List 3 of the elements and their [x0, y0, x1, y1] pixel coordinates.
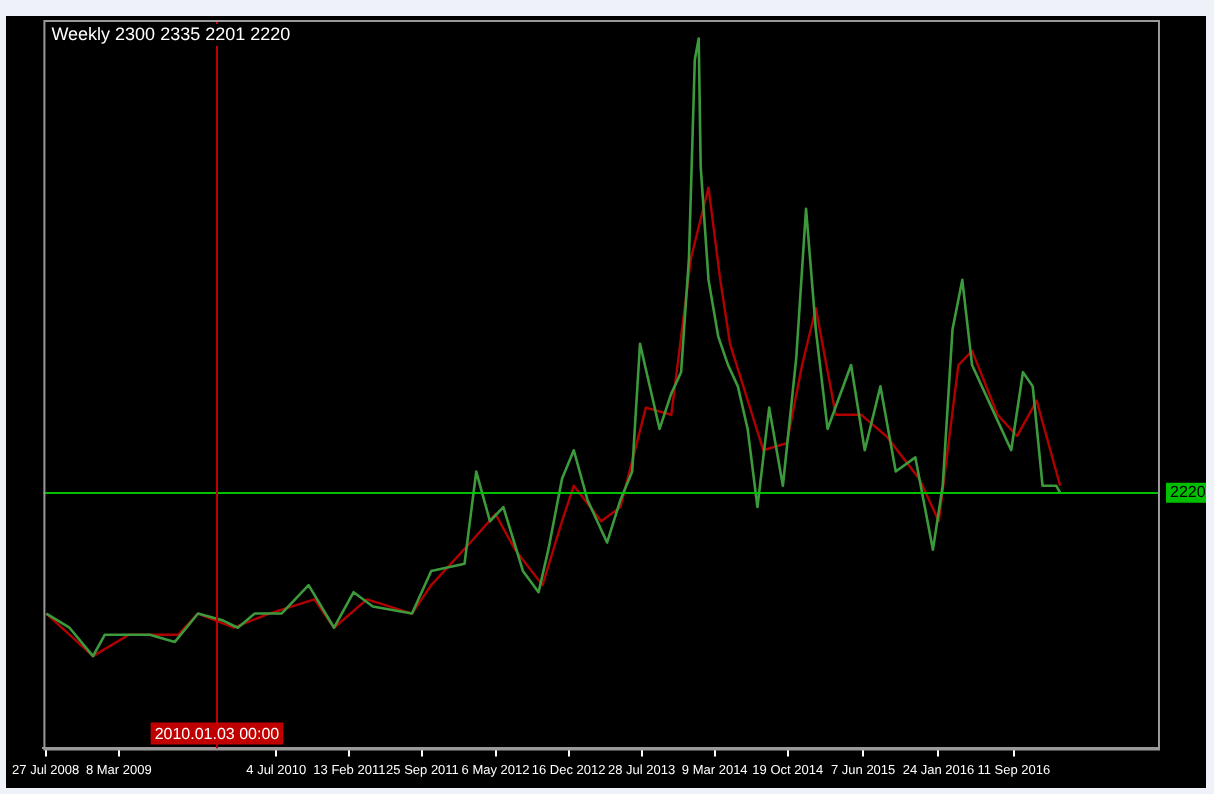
ref-line-label: 2010.01.03 00:00 — [154, 724, 281, 743]
text: 2220 — [1170, 483, 1207, 502]
chart-title: Weekly 2300 2335 2201 2220 — [51, 23, 291, 44]
